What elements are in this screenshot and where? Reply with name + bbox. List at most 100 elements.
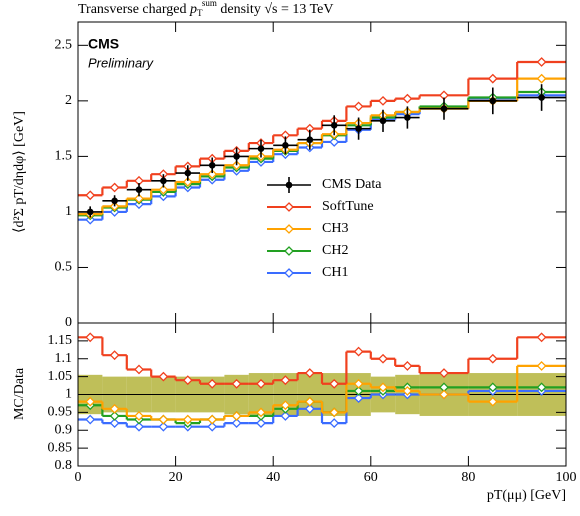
data-point bbox=[111, 197, 118, 205]
x-tick-label: 0 bbox=[75, 470, 82, 485]
data-point bbox=[282, 141, 289, 149]
y-tick-label: 0.8 bbox=[55, 458, 73, 473]
marker bbox=[280, 400, 291, 411]
marker bbox=[280, 411, 291, 421]
marker bbox=[207, 378, 218, 389]
marker bbox=[158, 414, 169, 425]
marker bbox=[182, 375, 193, 386]
data-point bbox=[233, 153, 240, 160]
marker bbox=[182, 177, 193, 187]
title-part: density bbox=[217, 2, 264, 17]
marker bbox=[109, 411, 120, 421]
marker bbox=[231, 378, 242, 389]
x-axis-label: pT(μμ) [GeV] bbox=[487, 488, 566, 503]
marker bbox=[85, 414, 96, 425]
marker bbox=[134, 193, 144, 204]
marker bbox=[256, 407, 266, 418]
marker bbox=[536, 73, 547, 84]
legend-marker bbox=[285, 181, 293, 189]
marker bbox=[329, 407, 340, 418]
legend-marker bbox=[284, 246, 294, 256]
status-label: Preliminary bbox=[88, 55, 155, 70]
marker bbox=[487, 382, 498, 393]
marker bbox=[487, 396, 498, 407]
marker bbox=[353, 346, 364, 357]
y-tick-label: 1.15 bbox=[48, 333, 73, 348]
x-tick-label: 40 bbox=[266, 470, 280, 485]
marker bbox=[134, 364, 144, 375]
title-part: sum bbox=[202, 0, 217, 8]
marker bbox=[134, 411, 144, 421]
marker bbox=[536, 382, 547, 393]
x-tick-label: 20 bbox=[169, 470, 183, 485]
marker bbox=[536, 360, 547, 371]
data-point bbox=[538, 94, 545, 101]
legend-label: CH2 bbox=[322, 243, 348, 258]
marker bbox=[85, 396, 96, 407]
marker bbox=[329, 418, 340, 429]
legend-marker bbox=[284, 202, 294, 212]
title-part: √s = 13 TeV bbox=[264, 2, 333, 17]
marker bbox=[231, 418, 242, 429]
y-tick-label: 0 bbox=[65, 315, 72, 330]
marker bbox=[353, 393, 364, 403]
title-part: T bbox=[197, 8, 203, 18]
y-axis-label: ⟨d²Σ pT/dηdφ⟩ [GeV] bbox=[12, 111, 27, 233]
y-tick-label: 1 bbox=[65, 204, 72, 219]
data-point bbox=[306, 136, 314, 144]
marker bbox=[402, 93, 413, 104]
marker bbox=[329, 378, 340, 389]
marker bbox=[280, 375, 291, 386]
marker bbox=[231, 411, 242, 421]
y-tick-label: 0.95 bbox=[48, 405, 73, 420]
marker bbox=[378, 382, 388, 393]
y-tick-label: 2 bbox=[65, 93, 72, 108]
marker bbox=[256, 378, 266, 389]
data-point bbox=[355, 125, 362, 132]
x-tick-label: 100 bbox=[556, 470, 577, 485]
legend-label: SoftTune bbox=[322, 199, 374, 214]
data-point bbox=[86, 208, 94, 216]
data-point bbox=[160, 177, 167, 185]
data-point bbox=[135, 186, 143, 194]
marker bbox=[304, 368, 315, 378]
marker bbox=[207, 421, 218, 432]
marker bbox=[439, 389, 449, 400]
marker bbox=[353, 101, 364, 112]
marker bbox=[378, 353, 388, 364]
legend-marker bbox=[284, 224, 294, 234]
marker bbox=[109, 182, 120, 193]
legend-label: CMS Data bbox=[322, 177, 382, 192]
data-point bbox=[379, 117, 387, 125]
marker bbox=[85, 190, 96, 201]
marker bbox=[207, 169, 218, 180]
marker bbox=[256, 418, 266, 429]
data-point bbox=[404, 114, 411, 121]
marker bbox=[402, 386, 413, 396]
x-tick-label: 80 bbox=[461, 470, 475, 485]
marker bbox=[353, 378, 364, 389]
marker bbox=[402, 360, 413, 371]
experiment-label: CMS bbox=[88, 36, 119, 52]
data-point bbox=[257, 145, 265, 152]
data-point bbox=[184, 169, 192, 177]
marker bbox=[134, 421, 144, 432]
marker bbox=[353, 386, 364, 396]
y-tick-label: 1.5 bbox=[55, 149, 73, 164]
y-tick-label: 0.5 bbox=[55, 260, 73, 275]
marker bbox=[536, 332, 547, 343]
title-part: Transverse charged bbox=[78, 2, 190, 17]
title-part: p bbox=[189, 2, 197, 17]
marker bbox=[158, 371, 169, 382]
marker bbox=[85, 332, 96, 343]
marker bbox=[207, 414, 218, 425]
y-axis-label: MC/Data bbox=[12, 367, 27, 420]
plot-frame bbox=[77, 322, 567, 467]
chart-title: Transverse charged pTsum density √s = 13… bbox=[78, 0, 334, 18]
x-tick-label: 60 bbox=[364, 470, 378, 485]
marker bbox=[109, 418, 120, 429]
marker bbox=[536, 57, 547, 67]
marker bbox=[487, 353, 498, 364]
marker bbox=[182, 414, 193, 425]
